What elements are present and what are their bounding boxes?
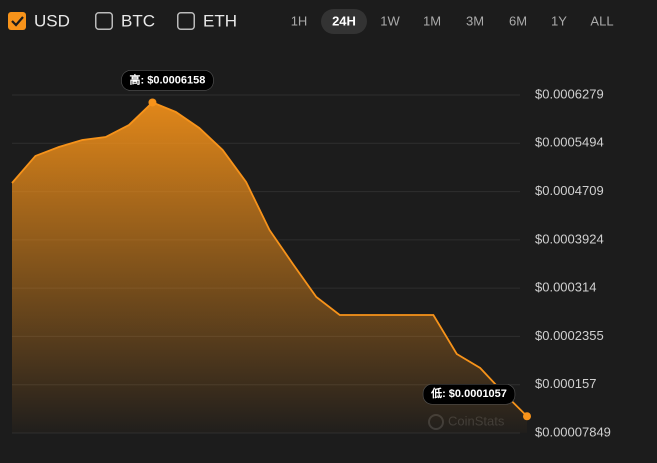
y-tick-label: $0.0002355 <box>535 328 604 343</box>
range-button[interactable]: ALL <box>590 13 613 28</box>
annotation-bg <box>422 383 516 405</box>
range-button[interactable]: 1W <box>380 13 400 28</box>
y-tick-label: $0.0006279 <box>535 86 604 101</box>
y-tick-label: $0.0004709 <box>535 183 604 198</box>
range-button[interactable]: 1M <box>423 13 441 28</box>
y-tick-label: $0.000314 <box>535 280 596 295</box>
checkbox[interactable] <box>95 12 113 30</box>
area <box>12 102 527 434</box>
y-tick-label: $0.0003924 <box>535 231 604 246</box>
y-tick-label: $0.0005494 <box>535 135 604 150</box>
annotation-dot <box>523 412 531 421</box>
checkmark <box>11 16 24 27</box>
line <box>11 101 528 417</box>
range-button[interactable]: 3M <box>466 13 484 28</box>
y-tick-label: $0.000157 <box>535 376 596 391</box>
currency-label[interactable]: ETH <box>203 11 237 30</box>
checkbox[interactable] <box>8 12 26 30</box>
annotation-dot <box>148 98 157 107</box>
range-button[interactable]: 1Y <box>551 13 567 28</box>
annotation-label: 低: $0.0001057 <box>430 386 507 400</box>
range-button[interactable]: 6M <box>509 13 527 28</box>
currency-label[interactable]: BTC <box>121 11 155 30</box>
range-button[interactable]: 24H <box>332 13 356 28</box>
range-button[interactable]: 1H <box>291 13 308 28</box>
currency-label[interactable]: USD <box>34 11 70 30</box>
y-tick-label: $0.00007849 <box>535 424 611 439</box>
checkbox[interactable] <box>177 12 195 30</box>
annotation-label: 高: $0.0006158 <box>130 72 206 86</box>
range-button-bg[interactable] <box>321 9 367 34</box>
annotation-bg <box>121 70 214 91</box>
